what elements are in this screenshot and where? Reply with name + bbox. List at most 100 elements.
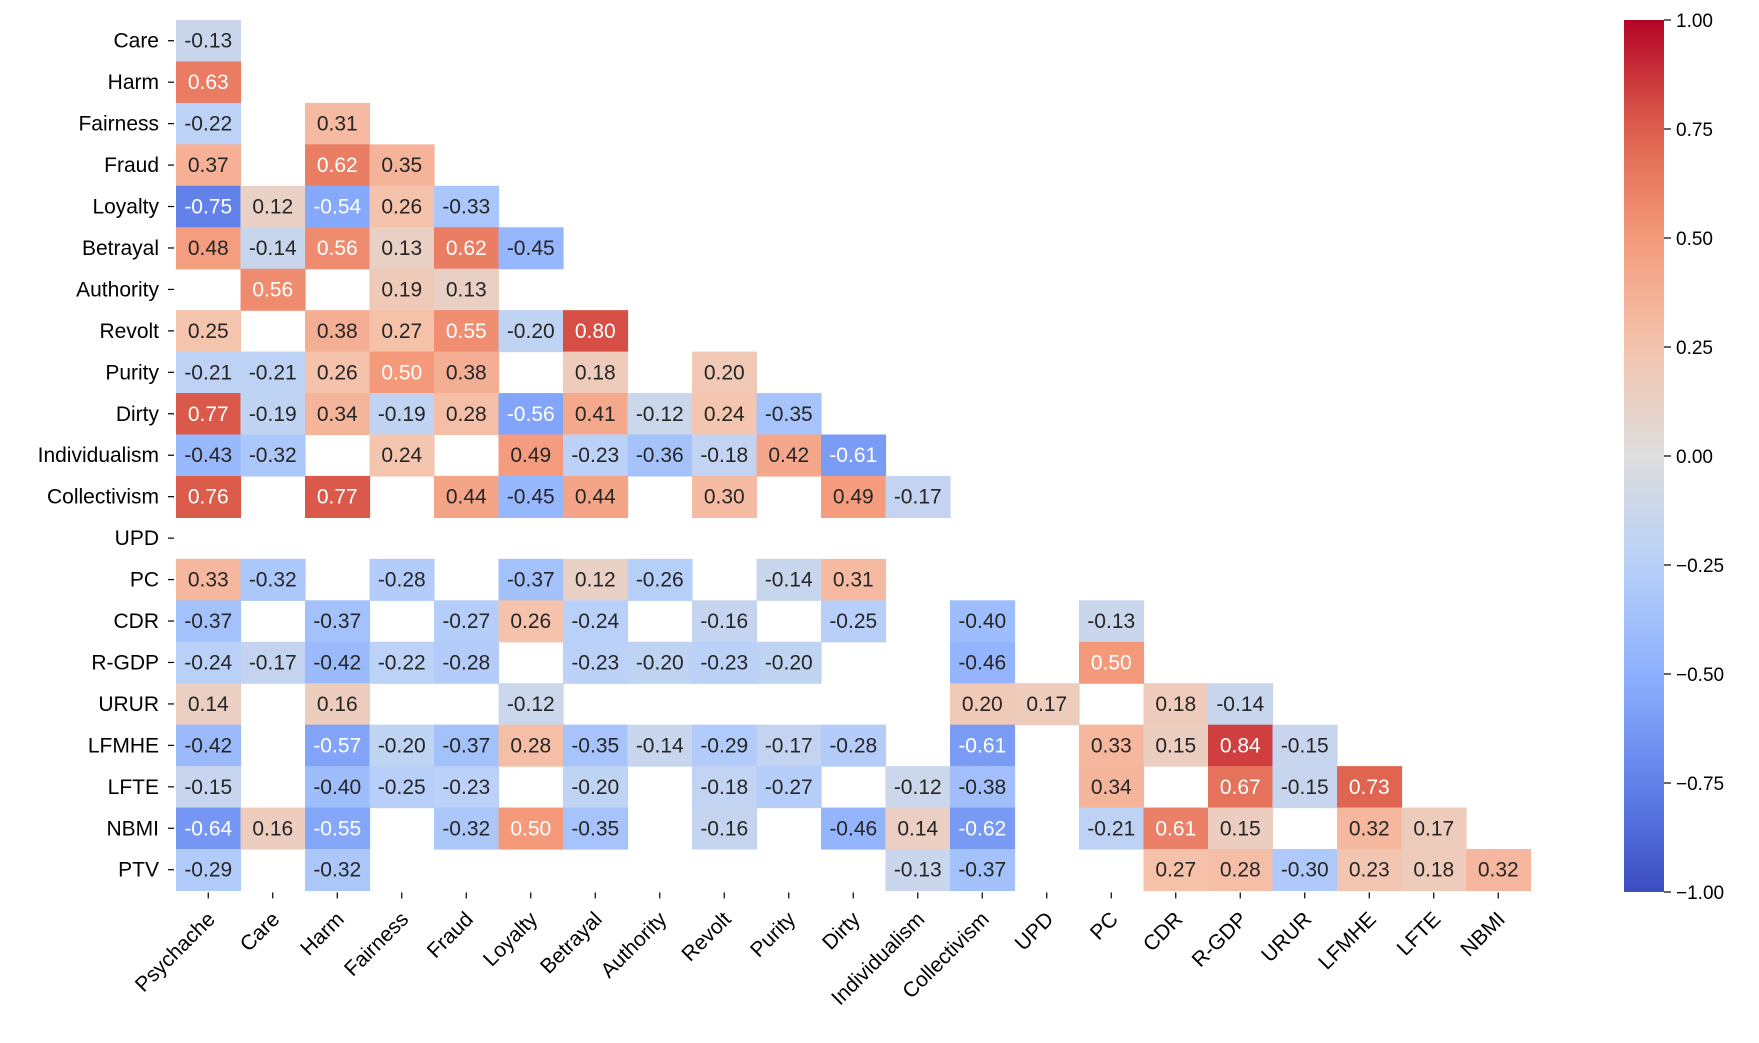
column-label: Betrayal	[536, 908, 607, 979]
cell-value-label: 0.19	[381, 278, 422, 301]
heatmap-cell	[305, 849, 371, 892]
column-label: LFMHE	[1314, 908, 1381, 975]
cell-value-label: -0.37	[507, 569, 555, 592]
column-label: Harm	[296, 908, 349, 961]
cell-value-label: -0.12	[894, 776, 942, 799]
cell-value-label: -0.20	[636, 651, 684, 674]
cell-value-label: 0.48	[188, 237, 229, 260]
cell-value-label: -0.57	[313, 734, 361, 757]
heatmap-cell	[176, 20, 242, 63]
cell-value-label: 0.32	[1349, 817, 1390, 840]
heatmap-cell	[369, 227, 435, 270]
heatmap-cell	[756, 434, 822, 477]
cell-value-label: -0.40	[958, 610, 1006, 633]
heatmap-cell	[240, 807, 306, 850]
cell-value-label: 0.17	[1026, 693, 1067, 716]
cell-value-label: -0.56	[507, 403, 555, 426]
heatmap-cell	[305, 475, 371, 518]
cell-value-label: -0.37	[184, 610, 232, 633]
row-label: Collectivism	[47, 486, 159, 509]
cell-value-label: -0.14	[765, 569, 813, 592]
cell-value-label: -0.75	[184, 196, 232, 219]
cell-value-label: -0.17	[249, 651, 297, 674]
heatmap-cell	[176, 61, 242, 104]
heatmap-cell	[692, 807, 758, 850]
row-label: Individualism	[38, 444, 159, 467]
cell-value-label: -0.33	[442, 196, 490, 219]
cell-value-label: 0.41	[575, 403, 616, 426]
cell-value-label: -0.28	[442, 651, 490, 674]
cell-value-label: -0.37	[958, 859, 1006, 882]
cell-value-label: 0.26	[510, 610, 551, 633]
cell-value-label: 0.27	[1155, 859, 1196, 882]
heatmap-cell	[434, 807, 500, 850]
cell-value-label: -0.20	[507, 320, 555, 343]
heatmap-cell	[950, 724, 1016, 767]
heatmap-cell	[305, 724, 371, 767]
cell-value-label: -0.21	[249, 361, 297, 384]
cell-value-label: 0.38	[446, 361, 487, 384]
heatmap-cell	[563, 641, 629, 684]
cell-value-label: -0.27	[765, 776, 813, 799]
heatmap-cell	[176, 185, 242, 228]
heatmap-cell	[176, 227, 242, 270]
heatmap-cell	[305, 393, 371, 436]
row-label: R-GDP	[91, 651, 159, 674]
heatmap-cell	[563, 558, 629, 601]
heatmap-cell	[240, 227, 306, 270]
colorbar-tick-label: 0.75	[1676, 120, 1713, 141]
cell-value-label: 0.77	[188, 403, 229, 426]
cell-value-label: 0.26	[381, 196, 422, 219]
heatmap-cell	[240, 434, 306, 477]
heatmap-cell	[1014, 683, 1080, 726]
cell-value-label: -0.32	[442, 817, 490, 840]
heatmap-cell	[498, 310, 564, 353]
cell-value-label: -0.24	[571, 610, 619, 633]
cell-value-label: -0.22	[184, 113, 232, 136]
cell-value-label: 0.42	[768, 444, 809, 467]
heatmap-cell	[821, 475, 887, 518]
cell-value-label: 0.76	[188, 486, 229, 509]
cell-value-label: -0.19	[378, 403, 426, 426]
cell-value-label: 0.20	[962, 693, 1003, 716]
cell-value-label: 0.44	[575, 486, 616, 509]
cell-value-label: -0.23	[571, 651, 619, 674]
heatmap-cell	[176, 558, 242, 601]
heatmap-cell	[369, 144, 435, 187]
cell-value-label: 0.28	[510, 734, 551, 757]
cell-value-label: 0.16	[317, 693, 358, 716]
cell-value-label: -0.20	[378, 734, 426, 757]
cell-value-label: -0.15	[1281, 776, 1329, 799]
cell-value-label: 0.23	[1349, 859, 1390, 882]
row-label: PC	[130, 569, 159, 592]
heatmap-cell	[369, 351, 435, 394]
cell-value-label: -0.22	[378, 651, 426, 674]
cell-value-label: -0.13	[184, 30, 232, 53]
heatmap-cell	[563, 393, 629, 436]
cell-value-label: -0.61	[829, 444, 877, 467]
heatmap-cell	[950, 849, 1016, 892]
heatmap-cell	[1401, 807, 1467, 850]
heatmap-cell	[756, 393, 822, 436]
cell-value-label: -0.15	[184, 776, 232, 799]
row-label: Authority	[76, 278, 159, 301]
heatmap-cell	[627, 724, 693, 767]
cell-value-label: 0.17	[1413, 817, 1454, 840]
heatmap-cell	[1401, 849, 1467, 892]
cell-value-label: 0.28	[1220, 859, 1261, 882]
row-label: Fraud	[104, 154, 159, 177]
row-label: Purity	[105, 361, 159, 384]
heatmap-cell	[1208, 849, 1274, 892]
heatmap-cell	[692, 475, 758, 518]
cell-value-label: -0.64	[184, 817, 232, 840]
heatmap-cell	[498, 683, 564, 726]
colorbar-tick-label: −1.00	[1676, 883, 1724, 904]
row-label: NBMI	[107, 817, 160, 840]
heatmap-cell	[1143, 683, 1209, 726]
cell-value-label: 0.14	[897, 817, 938, 840]
cell-value-label: -0.62	[958, 817, 1006, 840]
cell-value-label: 0.49	[510, 444, 551, 467]
row-label: PTV	[118, 859, 159, 882]
heatmap-cell	[821, 434, 887, 477]
